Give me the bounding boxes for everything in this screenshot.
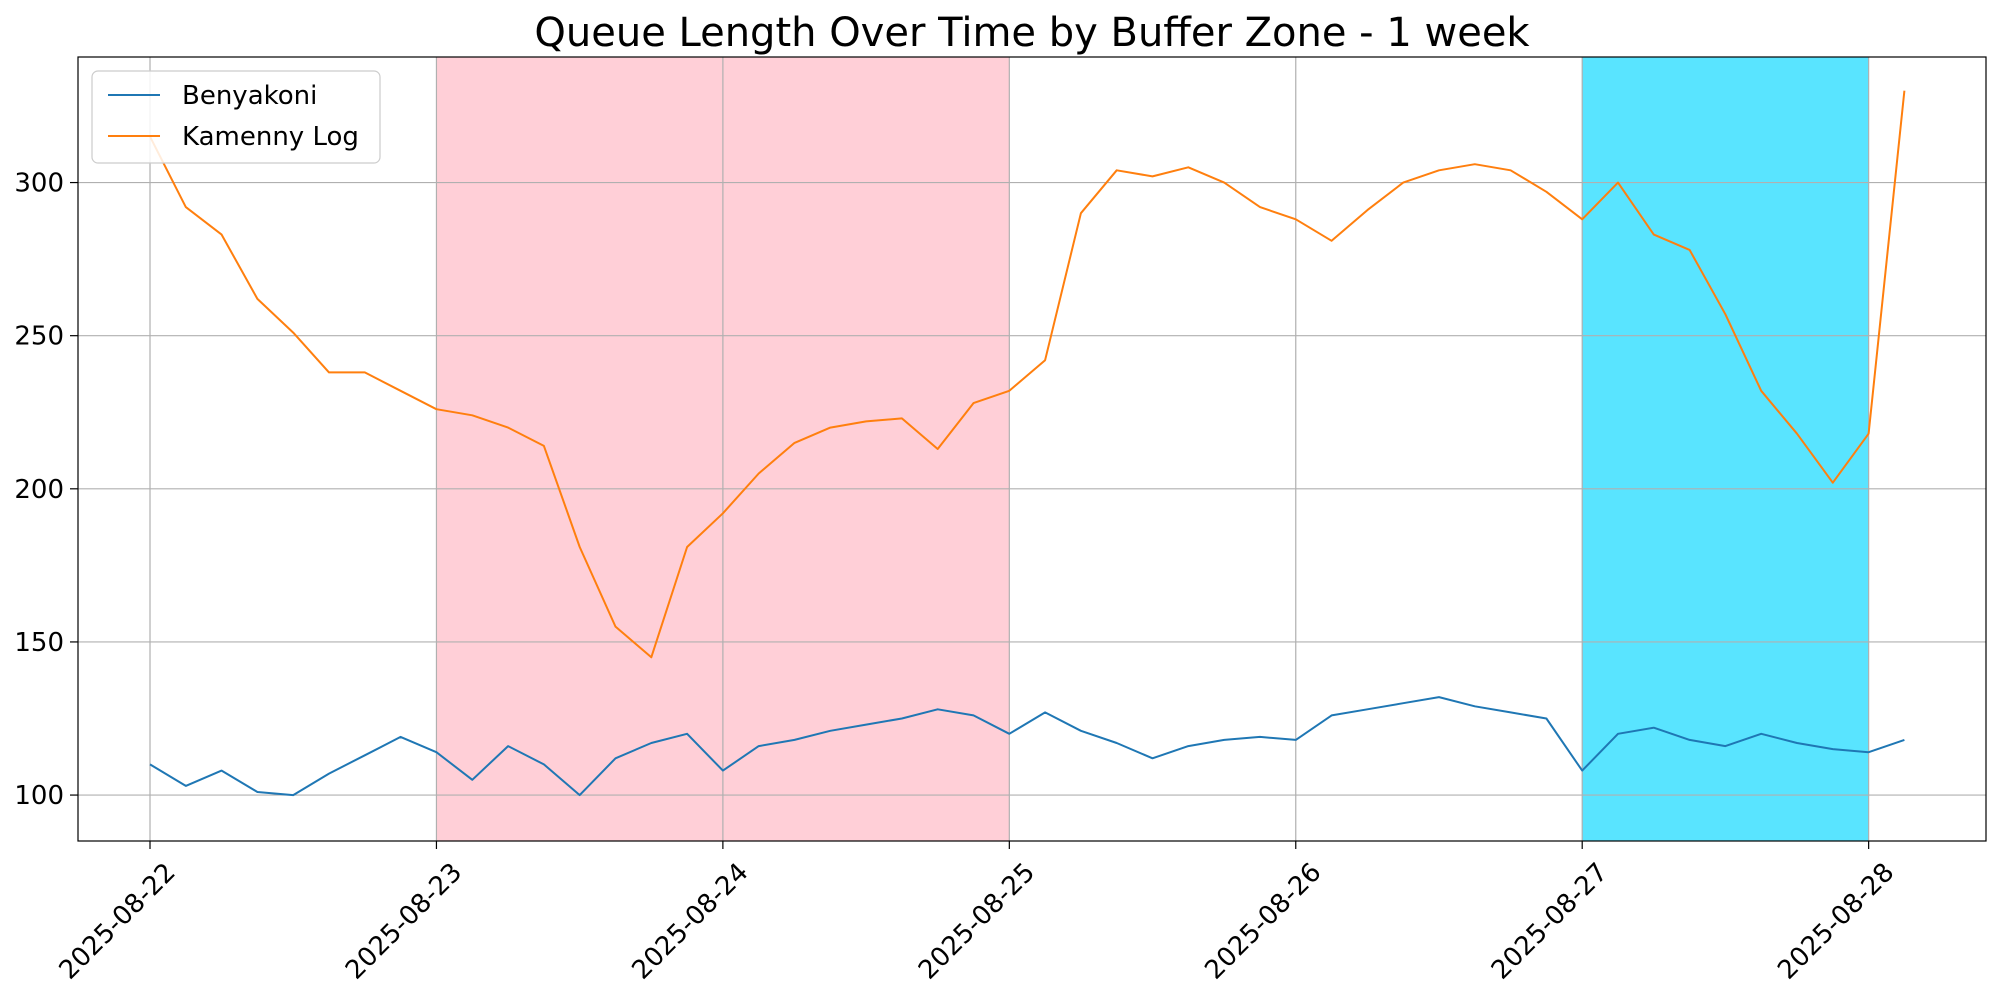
legend-box [91,70,381,164]
y-tick-label: 100 [14,781,64,811]
grid-lines [78,57,1986,841]
y-tick-label: 200 [14,475,64,505]
shaded-region-1 [1582,57,1869,841]
series-lines [149,90,1906,797]
legend: Benyakoni Kamenny Log [91,70,381,164]
y-tick-label: 250 [14,322,64,352]
series-line-kamenny-log [149,90,1906,659]
legend-label: Kamenny Log [182,122,359,152]
chart-title: Queue Length Over Time by Buffer Zone - … [534,10,1530,56]
y-tick-label: 150 [14,628,64,658]
series-line-benyakoni [149,696,1905,797]
y-tick-label: 300 [14,169,64,199]
plot-frame [77,56,1987,842]
legend-label: Benyakoni [182,81,317,111]
